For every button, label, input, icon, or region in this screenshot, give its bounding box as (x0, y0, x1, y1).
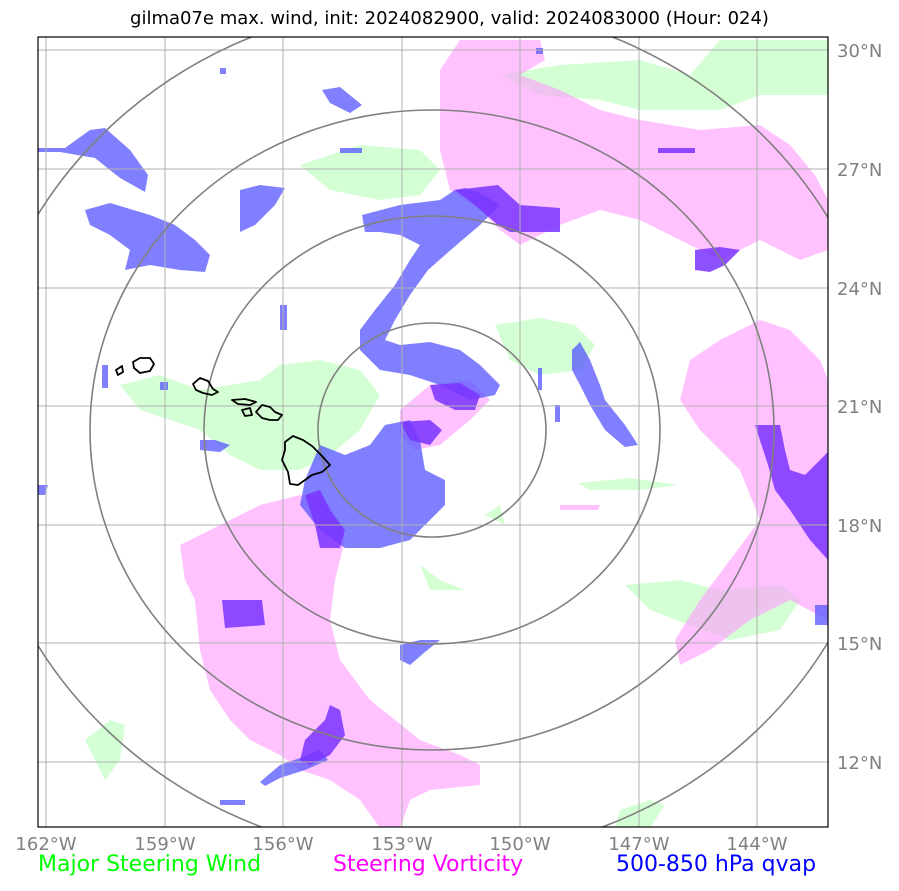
qvap-dark-patch-core (400, 420, 442, 445)
coastlines (115, 357, 331, 486)
vorticity-patch-south (180, 495, 480, 827)
qvap-patch-tiny-2 (220, 68, 226, 74)
legend-qvap: 500-850 hPa qvap (616, 852, 817, 877)
island-maui (255, 404, 283, 421)
qvap-patch-west-3 (102, 365, 108, 388)
qvap-layer (38, 48, 828, 805)
lat-tick-label: 15°N (837, 634, 882, 655)
island-big-island (281, 435, 331, 486)
qvap-patch-core (300, 420, 445, 548)
wind-patch-north (500, 40, 828, 110)
range-ring-1 (317, 322, 547, 538)
lat-tick-label: 21°N (837, 397, 882, 418)
wind-patch-south-2 (615, 800, 665, 827)
wind-patch-small (485, 505, 505, 525)
qvap-dark-patch-ne (695, 247, 740, 272)
wind-patch-south (420, 565, 465, 590)
range-ring-3 (89, 109, 775, 751)
vorticity-patch-north (440, 40, 828, 260)
lon-tick-label: 156°W (252, 834, 313, 855)
qvap-dark-patch-sw (222, 600, 265, 628)
qvap-patch-nw-2 (85, 203, 210, 272)
lon-tick-label: 162°W (15, 834, 76, 855)
island-lanai (241, 407, 253, 417)
qvap-patch-east-2 (538, 368, 542, 390)
wind-patch-north-2 (300, 145, 440, 200)
island-oahu (192, 377, 219, 396)
island-molokai (231, 398, 257, 406)
map-title: gilma07e max. wind, init: 2024082900, va… (130, 8, 769, 29)
qvap-patch-edge-e (815, 605, 828, 625)
range-ring-2 (203, 215, 661, 645)
qvap-dark-patch-core-2 (305, 490, 345, 548)
qvap-patch-tiny-1 (536, 48, 543, 54)
qvap-patch-east-1 (572, 342, 638, 447)
lat-tick-label: 30°N (837, 41, 882, 62)
qvap-patch-north-1 (240, 185, 285, 232)
lat-tick-label: 27°N (837, 160, 882, 181)
qvap-patch-center-band (360, 188, 500, 400)
lon-tick-label: 159°W (134, 834, 195, 855)
qvap-patch-east-3 (555, 405, 560, 422)
graticule (38, 37, 828, 827)
map-layers (38, 37, 828, 827)
qvap-patch-sw-2 (220, 800, 245, 805)
qvap-patch-south (400, 640, 440, 665)
qvap-patch-north-2 (322, 87, 362, 113)
lon-tick-label: 150°W (489, 834, 550, 855)
legend-steering-vorticity: Steering Vorticity (333, 852, 524, 877)
map-frame (37, 36, 829, 828)
lat-tick-label: 12°N (837, 753, 882, 774)
qvap-dark-patch-center (430, 383, 480, 410)
island-niihau (115, 365, 124, 376)
wind-patch-sw (85, 720, 125, 780)
island-kauai (132, 357, 155, 374)
longitude-labels: 162°W 159°W 156°W 153°W 150°W 147°W 144°… (15, 834, 787, 855)
qvap-patch-nw (38, 128, 148, 192)
legend-steering-wind: Major Steering Wind (38, 852, 262, 877)
lon-tick-label: 144°W (726, 834, 787, 855)
qvap-dark-patch-south (300, 705, 345, 765)
range-rings (38, 37, 828, 827)
qvap-dark-patch-north (455, 185, 560, 232)
lat-tick-label: 24°N (837, 279, 882, 300)
wind-patch-east-2 (578, 478, 678, 490)
lon-tick-label: 153°W (371, 834, 432, 855)
lon-tick-label: 147°W (608, 834, 669, 855)
qvap-patch-west-2 (160, 382, 168, 390)
qvap-patch-west (200, 440, 230, 452)
latitude-labels: 30°N 27°N 24°N 21°N 18°N 15°N 12°N (837, 41, 882, 774)
qvap-dark-patch-north-2 (658, 148, 695, 153)
vorticity-patch-small (560, 505, 600, 510)
qvap-patch-north-3 (340, 148, 362, 153)
lat-tick-label: 18°N (837, 516, 882, 537)
